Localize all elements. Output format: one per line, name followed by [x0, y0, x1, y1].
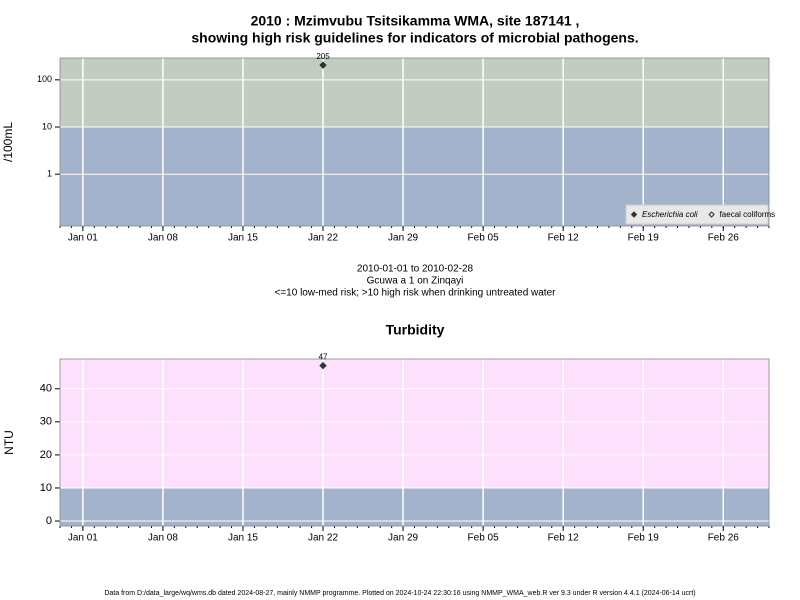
legend-label: Escherichia coli — [642, 210, 698, 219]
footer: Data from D:/data_large/wq/wms.db dated … — [104, 590, 695, 597]
x-tick-label: Feb 05 — [468, 233, 500, 244]
x-tick-label: Jan 22 — [308, 233, 338, 244]
annotation: 2010-01-01 to 2010-02-28 — [357, 264, 474, 275]
chart-title: 2010 : Mzimvubu Tsitsikamma WMA, site 18… — [251, 13, 580, 29]
x-tick-label: Jan 15 — [228, 533, 258, 544]
value-label: 205 — [316, 52, 330, 61]
x-tick-label: Feb 26 — [708, 233, 740, 244]
x-tick-label: Jan 15 — [228, 233, 258, 244]
x-tick-label: Jan 22 — [308, 533, 338, 544]
y-axis-label: NTU — [2, 430, 16, 455]
x-tick-label: Feb 26 — [708, 533, 740, 544]
y-tick-label: 30 — [40, 416, 52, 428]
x-tick-label: Feb 19 — [628, 533, 660, 544]
x-tick-label: Jan 08 — [148, 233, 178, 244]
data-point — [319, 361, 327, 370]
legend-label: faecal coliforms — [720, 210, 776, 219]
legend-marker — [630, 211, 638, 218]
chart-subtitle: showing high risk guidelines for indicat… — [191, 30, 638, 46]
x-tick-label: Jan 01 — [68, 533, 98, 544]
x-tick-label: Feb 12 — [548, 233, 580, 244]
risk-band — [60, 58, 769, 128]
annotation: Gcuwa a 1 on Zinqayi — [367, 276, 464, 287]
risk-band — [60, 359, 769, 488]
x-tick-label: Feb 05 — [468, 533, 500, 544]
y-tick-label: 10 — [40, 482, 52, 494]
chart-title: Turbidity — [386, 322, 445, 338]
y-tick-label: 40 — [40, 383, 52, 395]
risk-band — [60, 487, 769, 526]
x-tick-label: Jan 29 — [388, 533, 418, 544]
plot-frame — [59, 358, 770, 527]
legend: Escherichia coli faecal coliforms — [625, 204, 776, 225]
legend-marker — [708, 211, 715, 218]
x-tick-label: Feb 12 — [548, 533, 580, 544]
x-tick-label: Jan 01 — [68, 233, 98, 244]
value-label: 47 — [319, 353, 328, 362]
y-axis-label: /100mL — [1, 122, 15, 162]
data-point — [319, 61, 327, 69]
y-tick-label: 10 — [42, 121, 52, 131]
y-tick-label: 0 — [46, 515, 52, 527]
x-tick-label: Feb 19 — [628, 233, 660, 244]
y-tick-label: 1 — [47, 169, 52, 179]
y-tick-label: 20 — [40, 449, 52, 461]
legend-box — [625, 204, 769, 225]
x-tick-label: Jan 29 — [388, 233, 418, 244]
plot-frame — [59, 57, 770, 227]
annotation: <=10 low-med risk; >10 high risk when dr… — [275, 288, 557, 299]
x-tick-label: Jan 08 — [148, 533, 178, 544]
y-tick-label: 100 — [37, 74, 52, 84]
